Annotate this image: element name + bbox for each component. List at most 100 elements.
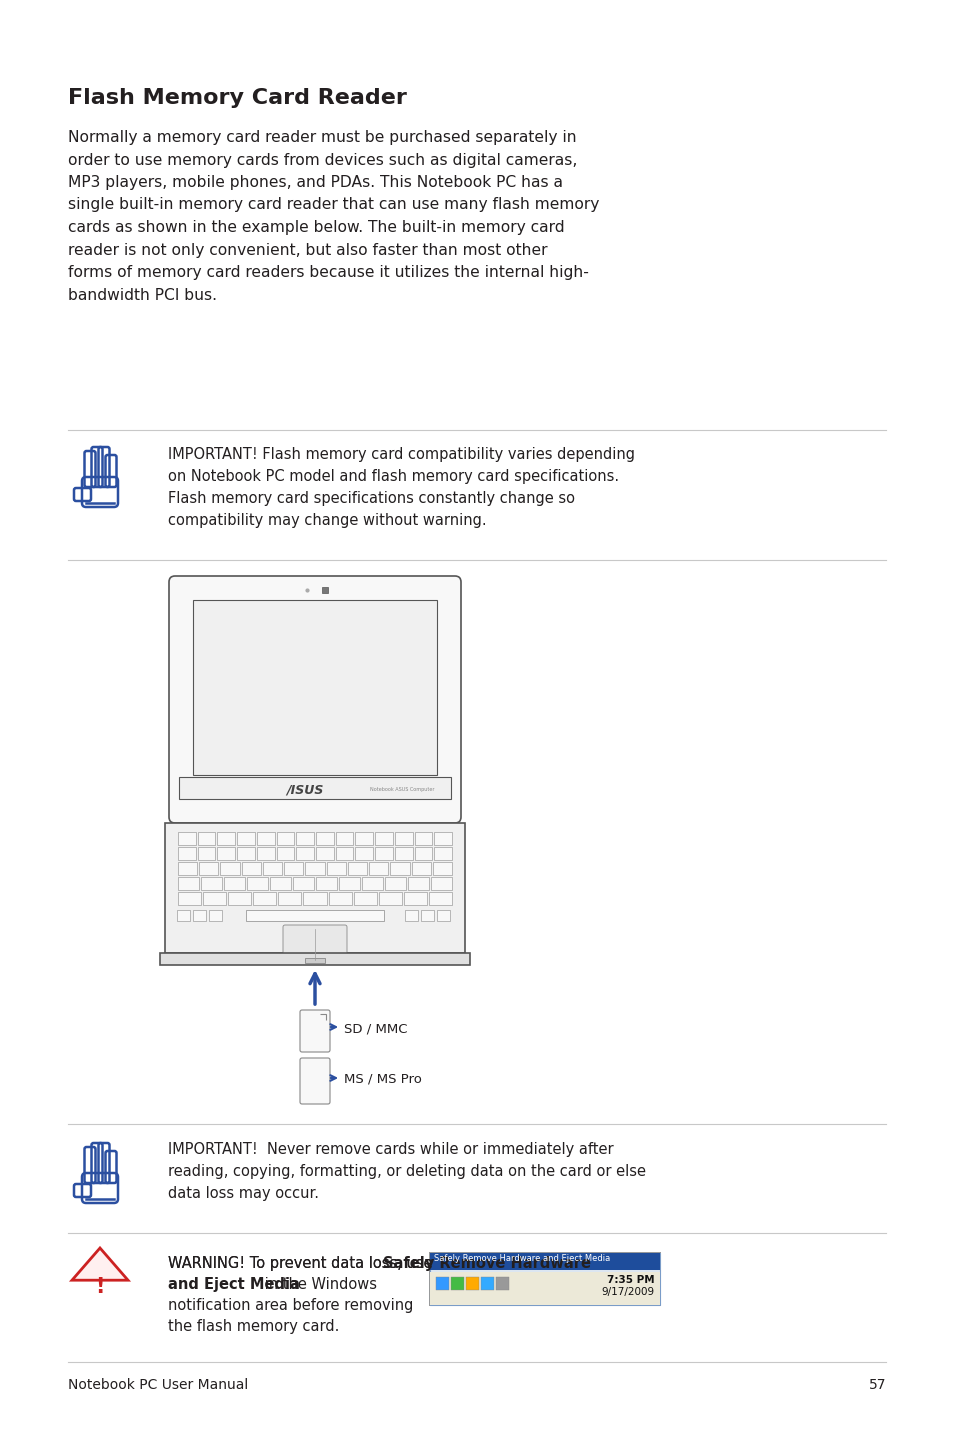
Bar: [197, 833, 215, 846]
FancyBboxPatch shape: [283, 925, 347, 963]
Bar: [199, 861, 218, 874]
Bar: [328, 892, 352, 905]
Bar: [390, 861, 409, 874]
Bar: [430, 1252, 659, 1270]
Bar: [237, 833, 254, 846]
Bar: [305, 861, 324, 874]
Bar: [197, 847, 215, 860]
Bar: [335, 833, 353, 846]
Bar: [361, 877, 382, 890]
Text: !: !: [95, 1277, 105, 1297]
Bar: [270, 877, 291, 890]
Bar: [354, 892, 376, 905]
Bar: [348, 861, 367, 874]
Text: the flash memory card.: the flash memory card.: [168, 1319, 339, 1334]
Text: IMPORTANT! Flash memory card compatibility varies depending: IMPORTANT! Flash memory card compatibili…: [168, 447, 635, 462]
Bar: [177, 910, 190, 920]
Bar: [403, 892, 426, 905]
Bar: [253, 892, 276, 905]
Bar: [326, 861, 346, 874]
Text: 57: 57: [867, 1378, 885, 1392]
Bar: [355, 833, 373, 846]
Text: WARNING! To prevent data loss, use Safely Remove Hardware: WARNING! To prevent data loss, use Safel…: [168, 1255, 680, 1271]
Bar: [178, 861, 197, 874]
Text: bandwidth PCI bus.: bandwidth PCI bus.: [68, 288, 216, 302]
Bar: [276, 833, 294, 846]
Bar: [436, 1277, 449, 1290]
Bar: [228, 892, 251, 905]
Bar: [256, 833, 274, 846]
Bar: [247, 877, 268, 890]
Bar: [430, 1252, 659, 1306]
FancyBboxPatch shape: [165, 823, 464, 953]
Text: SD / MMC: SD / MMC: [344, 1022, 407, 1035]
Text: WARNING! To prevent data loss, use: WARNING! To prevent data loss, use: [168, 1255, 436, 1271]
Bar: [335, 847, 353, 860]
Bar: [256, 847, 274, 860]
Bar: [369, 861, 388, 874]
Bar: [315, 847, 334, 860]
Bar: [217, 847, 234, 860]
Bar: [178, 877, 199, 890]
Bar: [315, 833, 334, 846]
FancyBboxPatch shape: [299, 1058, 330, 1104]
Bar: [241, 861, 261, 874]
Text: order to use memory cards from devices such as digital cameras,: order to use memory cards from devices s…: [68, 152, 577, 167]
Text: IMPORTANT!  Never remove cards while or immediately after: IMPORTANT! Never remove cards while or i…: [168, 1142, 613, 1158]
Bar: [480, 1277, 494, 1290]
Bar: [296, 847, 314, 860]
Bar: [408, 877, 429, 890]
FancyBboxPatch shape: [169, 577, 460, 823]
Bar: [160, 953, 470, 965]
Bar: [284, 861, 303, 874]
Bar: [203, 892, 226, 905]
Bar: [434, 847, 452, 860]
Bar: [433, 861, 452, 874]
Bar: [395, 833, 412, 846]
Bar: [465, 1277, 478, 1290]
Bar: [434, 833, 452, 846]
Bar: [415, 847, 432, 860]
Text: WARNING! To prevent data loss, use: WARNING! To prevent data loss, use: [168, 1255, 436, 1271]
FancyBboxPatch shape: [299, 1009, 330, 1053]
Bar: [496, 1277, 509, 1290]
Text: /ISUS: /ISUS: [286, 784, 323, 797]
Bar: [405, 910, 417, 920]
Text: compatibility may change without warning.: compatibility may change without warning…: [168, 513, 486, 528]
Bar: [305, 958, 325, 963]
Text: and Eject Media: and Eject Media: [168, 1277, 299, 1291]
Bar: [209, 910, 222, 920]
Bar: [375, 847, 393, 860]
Bar: [178, 892, 201, 905]
Bar: [220, 861, 239, 874]
Text: notification area before removing: notification area before removing: [168, 1299, 413, 1313]
Bar: [411, 861, 431, 874]
Bar: [436, 910, 450, 920]
Text: MS / MS Pro: MS / MS Pro: [344, 1073, 421, 1086]
Bar: [378, 892, 401, 905]
Bar: [375, 833, 393, 846]
Bar: [179, 777, 451, 800]
Text: WARNING! To prevent data loss, use Safely Remove Hardware: WARNING! To prevent data loss, use Safel…: [168, 1255, 621, 1271]
Text: Notebook ASUS Computer: Notebook ASUS Computer: [370, 788, 435, 792]
Bar: [296, 833, 314, 846]
Text: cards as shown in the example below. The built-in memory card: cards as shown in the example below. The…: [68, 220, 564, 234]
Text: Flash memory card specifications constantly change so: Flash memory card specifications constan…: [168, 490, 575, 506]
Bar: [293, 877, 314, 890]
Bar: [385, 877, 406, 890]
Text: data loss may occur.: data loss may occur.: [168, 1186, 318, 1201]
Text: Safely Remove Hardware and Eject Media: Safely Remove Hardware and Eject Media: [434, 1254, 610, 1263]
Bar: [217, 833, 234, 846]
Bar: [431, 877, 452, 890]
Bar: [237, 847, 254, 860]
Text: 7:35 PM: 7:35 PM: [607, 1276, 655, 1286]
Bar: [420, 910, 434, 920]
Text: forms of memory card readers because it utilizes the internal high-: forms of memory card readers because it …: [68, 265, 588, 280]
Bar: [338, 877, 359, 890]
Bar: [201, 877, 222, 890]
Bar: [178, 833, 195, 846]
Bar: [395, 847, 412, 860]
Bar: [315, 877, 336, 890]
Bar: [193, 910, 206, 920]
Bar: [263, 861, 282, 874]
